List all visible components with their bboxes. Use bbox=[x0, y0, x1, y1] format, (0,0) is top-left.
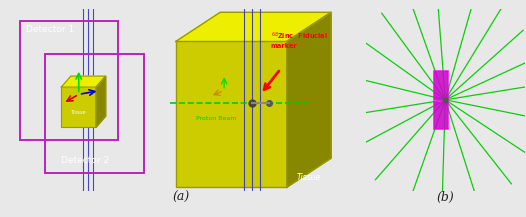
Text: Tissue: Tissue bbox=[297, 173, 321, 182]
Polygon shape bbox=[62, 76, 106, 87]
Text: Proton Beam: Proton Beam bbox=[196, 116, 236, 121]
Polygon shape bbox=[176, 12, 331, 41]
Text: Detector 1: Detector 1 bbox=[26, 25, 75, 34]
Bar bbox=[434, 71, 449, 100]
Text: (a): (a) bbox=[173, 191, 190, 204]
Bar bbox=[434, 102, 449, 129]
Text: Detector 2: Detector 2 bbox=[62, 156, 109, 165]
Bar bbox=[20, 21, 118, 140]
Text: (b): (b) bbox=[437, 191, 454, 204]
Bar bbox=[176, 41, 287, 187]
Polygon shape bbox=[96, 76, 106, 127]
Bar bbox=[62, 87, 96, 127]
Text: $^{68}$Zinc  Fiducial
marker: $^{68}$Zinc Fiducial marker bbox=[270, 31, 328, 49]
Text: Tissue: Tissue bbox=[71, 110, 86, 115]
Polygon shape bbox=[287, 12, 331, 187]
Bar bbox=[45, 54, 144, 173]
